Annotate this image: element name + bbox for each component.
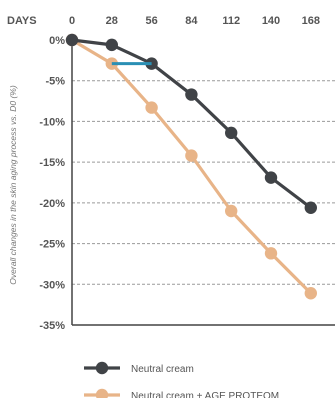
data-point [264, 171, 278, 184]
legend-swatch-marker [95, 361, 109, 375]
y-tick-label: -5% [45, 76, 65, 88]
data-point [185, 149, 198, 162]
y-tick-label: -35% [39, 320, 65, 332]
legend-item: Neutral cream [84, 361, 194, 375]
y-axis-label: Overall changes in the skin aging proces… [8, 85, 18, 285]
legend-label: Neutral cream [131, 364, 194, 375]
legend-label: Neutral cream + AGE PROTEOM [131, 391, 279, 398]
legend-swatch-marker [95, 388, 109, 402]
legend: Neutral cream Neutral cream + AGE PROTEOM [84, 361, 279, 402]
y-tick-label: -30% [39, 279, 65, 291]
data-point [105, 38, 119, 52]
series-age-proteom [65, 33, 317, 300]
data-point [185, 88, 198, 101]
x-tick-label: 56 [145, 15, 157, 27]
data-point [225, 126, 238, 140]
x-tick-label: 112 [222, 15, 240, 27]
x-tick-labels: 0 28 56 84 112 140 168 [69, 15, 320, 27]
data-series [65, 33, 317, 300]
data-point [65, 33, 79, 47]
y-tick-labels: 0% -5% -10% -15% -20% -25% -30% -35% [39, 35, 65, 332]
y-tick-label: -15% [39, 157, 65, 169]
data-point [145, 101, 158, 114]
data-point [304, 287, 317, 300]
x-tick-label: 140 [262, 15, 280, 27]
data-point [304, 201, 317, 214]
y-tick-label: 0% [49, 35, 65, 47]
y-tick-label: -10% [39, 116, 65, 128]
x-tick-label: 168 [302, 15, 320, 27]
data-point [264, 247, 278, 260]
axes [71, 40, 335, 326]
grid-lines [72, 80, 335, 285]
x-tick-label: 0 [69, 15, 75, 27]
y-tick-label: -25% [39, 239, 65, 251]
x-tick-label: 28 [106, 15, 118, 27]
x-axis-label: DAYS [7, 15, 37, 27]
y-tick-label: -20% [39, 198, 65, 210]
data-point [225, 204, 238, 218]
series-neutral-cream [65, 33, 317, 214]
x-tick-label: 84 [185, 15, 198, 27]
legend-item: Neutral cream + AGE PROTEOM [84, 388, 279, 402]
